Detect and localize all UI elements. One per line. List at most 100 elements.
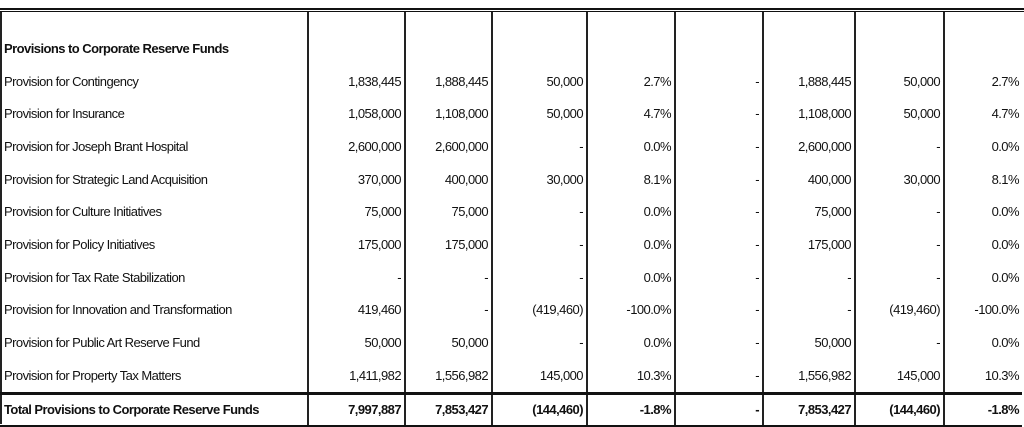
table-row: Provision for Public Art Reserve Fund 50,… [0,326,1022,359]
cell-c6: 1,888,445 [762,64,855,98]
cell-c3: 145,000 [491,358,587,394]
cell-c3: - [491,228,587,261]
cell-c8: 0.0% [943,130,1022,163]
cell-c5: - [674,293,763,327]
table-row: Provision for Property Tax Matters 1,411,… [0,358,1022,394]
left-border [0,12,2,424]
cell-c2: 50,000 [404,326,492,359]
cell-c8: 0.0% [943,326,1022,359]
cell-c5: - [674,358,763,394]
cell-c1: 1,058,000 [307,97,405,131]
cell-c4: -1.8% [586,391,675,427]
cell-c3: (419,460) [491,293,587,327]
cell-c3: 30,000 [491,162,587,196]
total-row: Total Provisions to Corporate Reserve Fu… [0,391,1022,427]
cell-c7: 30,000 [854,162,944,196]
cell-c1: 1,411,982 [307,358,405,394]
cell-c4: 0.0% [586,130,675,163]
cell-c8: 0.0% [943,260,1022,294]
cell-c6: - [762,293,855,327]
table-row: Provision for Insurance 1,058,000 1,108,00… [0,97,1022,131]
cell-c6: 400,000 [762,162,855,196]
cell-c2: - [404,293,492,327]
cell-c1: - [307,260,405,294]
table-row: Provision for Tax Rate Stabilization - - -0… [0,260,1022,294]
cell-c4: 0.0% [586,326,675,359]
table-row: Provision for Strategic Land Acquisition… [0,162,1022,196]
cell-c4: 0.0% [586,228,675,261]
cell-c8: -1.8% [943,391,1022,427]
cell-c5: - [674,391,763,427]
cell-c2: 1,108,000 [404,97,492,131]
top-border [0,8,1024,12]
cell-c8: 4.7% [943,97,1022,131]
cell-c7: 50,000 [854,64,944,98]
cell-c4: 2.7% [586,64,675,98]
cell-c1: 2,600,000 [307,130,405,163]
table-row: Provision for Culture Initiatives 75,000 7… [0,195,1022,229]
cell-c7: (419,460) [854,293,944,327]
cell-c4: -100.0% [586,293,675,327]
cell-c6: 1,108,000 [762,97,855,131]
row-label: Provision for Strategic Land Acquisition [4,171,208,187]
cell-c6: 75,000 [762,195,855,229]
cell-c7: - [854,195,944,229]
cell-c5: - [674,260,763,294]
row-label: Provision for Innovation and Transformat… [4,302,232,318]
cell-c8: 0.0% [943,195,1022,229]
cell-c1: 1,838,445 [307,64,405,98]
table-row: Provision for Joseph Brant Hospital 2,600… [0,130,1022,163]
row-label: Provision for Public Art Reserve Fund [4,335,200,351]
cell-c4: 8.1% [586,162,675,196]
table-row: Provision for Innovation and Transformat… [0,293,1022,327]
cell-c1: 75,000 [307,195,405,229]
cell-c8: -100.0% [943,293,1022,327]
cell-c3: (144,460) [491,391,587,427]
cell-c5: - [674,228,763,261]
cell-c7: - [854,326,944,359]
cell-c6: - [762,260,855,294]
cell-c4: 0.0% [586,195,675,229]
cell-c6: 175,000 [762,228,855,261]
cell-c7: 50,000 [854,97,944,131]
cell-c2: 175,000 [404,228,492,261]
row-label: Provision for Policy Initiatives [4,236,155,252]
cell-c7: 145,000 [854,358,944,394]
cell-c2: 1,888,445 [404,64,492,98]
spacer-row [0,12,1022,32]
section-heading-row: Provisions to Corporate Reserve Funds [0,32,1022,65]
cell-c4: 4.7% [586,97,675,131]
cell-c5: - [674,97,763,131]
cell-c1: 419,460 [307,293,405,327]
cell-c3: - [491,260,587,294]
section-title: Provisions to Corporate Reserve Funds [4,40,229,56]
reserve-funds-table: Provisions to Corporate Reserve Funds Pr… [0,12,1022,427]
cell-c2: 75,000 [404,195,492,229]
row-label: Total Provisions to Corporate Reserve Fu… [0,391,308,427]
cell-c1: 50,000 [307,326,405,359]
cell-c7: - [854,260,944,294]
cell-c4: 0.0% [586,260,675,294]
cell-c2: 2,600,000 [404,130,492,163]
cell-c1: 7,997,887 [307,391,405,427]
row-label: Provision for Contingency [4,73,139,89]
cell-c6: 50,000 [762,326,855,359]
cell-c3: - [491,326,587,359]
row-label: Provision for Culture Initiatives [4,204,162,220]
cell-c7: (144,460) [854,391,944,427]
cell-c5: - [674,64,763,98]
cell-c2: 1,556,982 [404,358,492,394]
cell-c8: 2.7% [943,64,1022,98]
cell-c8: 8.1% [943,162,1022,196]
cell-c3: - [491,130,587,163]
cell-c8: 0.0% [943,228,1022,261]
cell-c5: - [674,130,763,163]
cell-c6: 1,556,982 [762,358,855,394]
cell-c2: 400,000 [404,162,492,196]
cell-c5: - [674,326,763,359]
row-label: Provision for Property Tax Matters [4,367,181,383]
cell-c6: 2,600,000 [762,130,855,163]
cell-c6: 7,853,427 [762,391,855,427]
cell-c3: 50,000 [491,64,587,98]
row-label: Provision for Insurance [4,106,125,122]
